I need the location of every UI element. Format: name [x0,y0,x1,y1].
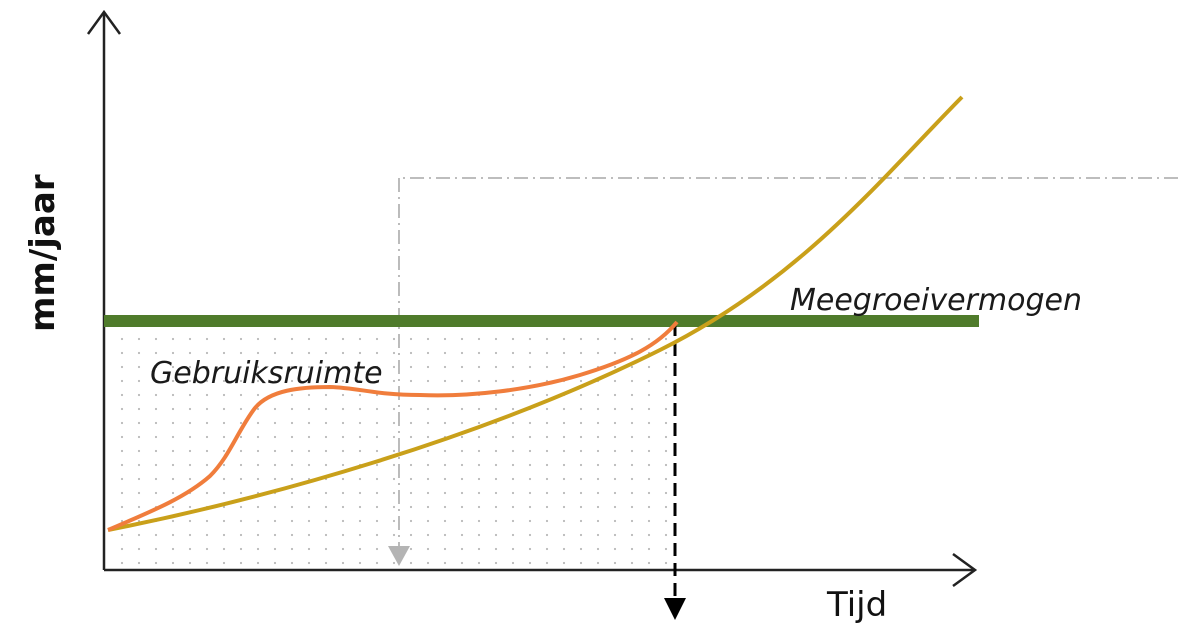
x-axis-label: Tijd [826,585,887,624]
marker-arrowhead [664,598,686,620]
usage-space-area [106,328,671,568]
reference-line [398,177,1178,548]
rise-curve [107,95,964,532]
usage-curve [107,320,679,532]
y-axis-label: mm/jaar [23,174,63,332]
usage-space-label: Gebruiksruimte [150,356,383,391]
axes [86,9,978,588]
reference-arrowhead [388,546,410,566]
x-axis-arrowhead [952,552,978,588]
capacity-label: Meegroeivermogen [790,283,1082,318]
y-axis-arrowhead [86,9,122,35]
